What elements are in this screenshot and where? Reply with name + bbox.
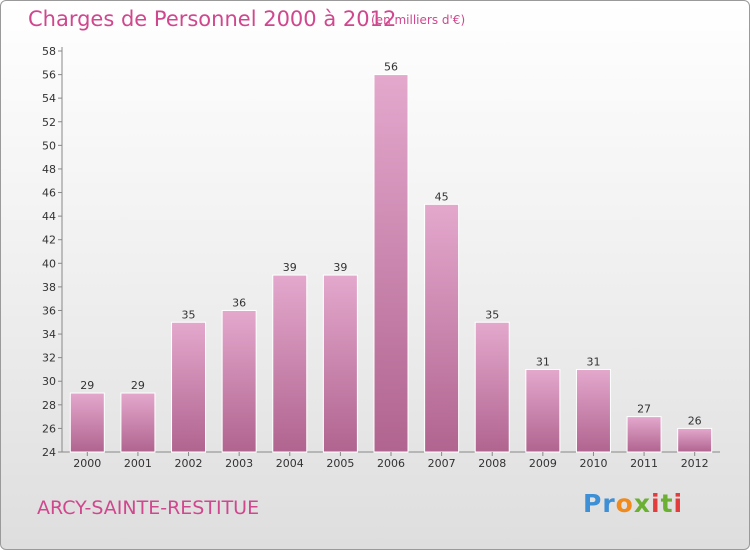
bar — [424, 203, 460, 453]
x-tick-label: 2008 — [478, 457, 506, 470]
proxiti-logo: Proxiti — [583, 489, 683, 518]
bar-value-label: 39 — [283, 261, 297, 274]
logo-letter: i — [673, 489, 684, 518]
bar-value-label: 31 — [536, 355, 550, 368]
x-tick-label: 2004 — [276, 457, 304, 470]
x-tick-label: 2009 — [529, 457, 557, 470]
bar-value-label: 36 — [232, 296, 246, 309]
logo-letter: r — [602, 489, 616, 518]
logo-letter: P — [583, 489, 603, 518]
bar — [221, 309, 257, 453]
bar — [677, 427, 713, 453]
bar-value-label: 29 — [131, 379, 145, 392]
y-tick-label: 38 — [42, 281, 56, 294]
bar — [171, 321, 207, 453]
bar — [322, 274, 358, 453]
bar-value-label: 56 — [384, 61, 398, 74]
chart-subtitle: (en milliers d'€) — [371, 13, 466, 27]
logo-letter: t — [660, 489, 674, 518]
y-tick-label: 56 — [42, 69, 56, 82]
bar-value-label: 29 — [80, 379, 94, 392]
y-tick-label: 46 — [42, 187, 56, 200]
x-tick-label: 2001 — [124, 457, 152, 470]
bar — [120, 392, 156, 453]
y-tick-label: 36 — [42, 304, 56, 317]
y-tick-label: 50 — [42, 139, 56, 152]
y-tick-label: 32 — [42, 352, 56, 365]
y-tick-label: 30 — [42, 375, 56, 388]
logo-letter: i — [651, 489, 661, 518]
bar-value-label: 35 — [182, 308, 196, 321]
x-tick-label: 2002 — [175, 457, 203, 470]
bar — [474, 321, 510, 453]
y-tick-label: 48 — [42, 163, 56, 176]
bar — [272, 274, 308, 453]
y-tick-label: 26 — [42, 422, 56, 435]
bar — [626, 416, 662, 453]
logo-letter: o — [615, 489, 634, 518]
x-tick-label: 2006 — [377, 457, 405, 470]
chart-title: Charges de Personnel 2000 à 2012 — [28, 7, 397, 31]
y-tick-label: 52 — [42, 116, 56, 129]
x-tick-label: 2005 — [326, 457, 354, 470]
x-tick-label: 2007 — [428, 457, 456, 470]
bar-value-label: 27 — [637, 403, 651, 416]
bar — [525, 368, 561, 453]
x-tick-label: 2000 — [73, 457, 101, 470]
y-tick-label: 24 — [42, 446, 56, 459]
y-tick-label: 58 — [42, 45, 56, 58]
logo-letter: x — [633, 489, 651, 518]
y-tick-label: 54 — [42, 92, 56, 105]
bar-value-label: 31 — [586, 355, 600, 368]
bar — [575, 368, 611, 453]
city-name: ARCY-SAINTE-RESTITUE — [37, 497, 260, 519]
y-tick-label: 28 — [42, 399, 56, 412]
y-tick-label: 42 — [42, 234, 56, 247]
bar-value-label: 39 — [333, 261, 347, 274]
x-tick-label: 2012 — [681, 457, 709, 470]
x-tick-label: 2010 — [579, 457, 607, 470]
x-tick-label: 2003 — [225, 457, 253, 470]
y-tick-label: 34 — [42, 328, 56, 341]
bar-value-label: 45 — [435, 190, 449, 203]
y-tick-label: 44 — [42, 210, 56, 223]
bar — [69, 392, 105, 453]
y-tick-label: 40 — [42, 257, 56, 270]
x-tick-label: 2011 — [630, 457, 658, 470]
bar-value-label: 26 — [688, 414, 702, 427]
bar — [373, 74, 409, 453]
bar-value-label: 35 — [485, 308, 499, 321]
